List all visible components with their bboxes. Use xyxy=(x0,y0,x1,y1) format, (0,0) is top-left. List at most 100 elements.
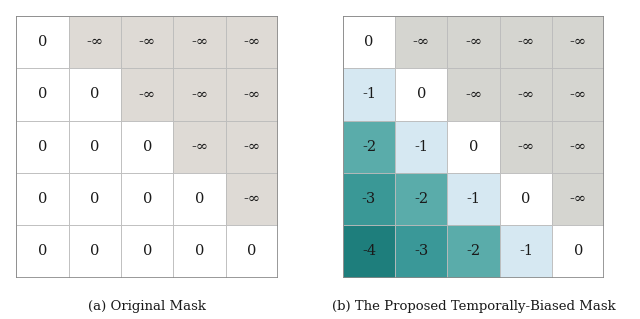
Bar xyxy=(447,173,500,225)
Text: 0: 0 xyxy=(364,35,374,49)
Text: 0: 0 xyxy=(38,244,47,258)
Bar xyxy=(173,68,226,121)
Text: -∞: -∞ xyxy=(517,140,534,154)
Text: 0: 0 xyxy=(90,192,100,206)
Text: -2: -2 xyxy=(362,140,376,154)
Bar xyxy=(500,68,552,121)
Bar xyxy=(500,121,552,173)
Bar xyxy=(343,225,395,278)
Text: 0: 0 xyxy=(143,192,152,206)
Text: 0: 0 xyxy=(38,87,47,101)
Text: -∞: -∞ xyxy=(570,87,587,101)
Bar xyxy=(395,225,447,278)
Bar xyxy=(226,121,278,173)
Text: -∞: -∞ xyxy=(465,35,482,49)
Text: -∞: -∞ xyxy=(139,35,156,49)
Text: -∞: -∞ xyxy=(243,87,260,101)
Bar xyxy=(552,121,604,173)
Text: 0: 0 xyxy=(247,244,257,258)
Text: 0: 0 xyxy=(90,244,100,258)
Bar xyxy=(226,173,278,225)
Bar xyxy=(552,16,604,68)
Text: (b) The Proposed Temporally-Biased Mask: (b) The Proposed Temporally-Biased Mask xyxy=(332,300,616,313)
Bar xyxy=(121,173,173,225)
Text: -∞: -∞ xyxy=(243,192,260,206)
Text: 0: 0 xyxy=(38,140,47,154)
Bar xyxy=(552,225,604,278)
Text: -1: -1 xyxy=(414,140,428,154)
Bar xyxy=(17,68,68,121)
Text: -∞: -∞ xyxy=(243,140,260,154)
Text: (a) Original Mask: (a) Original Mask xyxy=(88,300,206,313)
Bar xyxy=(121,16,173,68)
Bar xyxy=(226,68,278,121)
Text: -∞: -∞ xyxy=(191,140,208,154)
Text: -1: -1 xyxy=(467,192,481,206)
Bar xyxy=(343,121,395,173)
Text: -∞: -∞ xyxy=(570,192,587,206)
Bar xyxy=(17,173,68,225)
Text: -3: -3 xyxy=(362,192,376,206)
Bar xyxy=(68,16,121,68)
Bar xyxy=(343,173,395,225)
Bar xyxy=(121,121,173,173)
Bar xyxy=(173,225,226,278)
Text: -2: -2 xyxy=(467,244,481,258)
Bar xyxy=(395,173,447,225)
Text: -1: -1 xyxy=(362,87,376,101)
Bar xyxy=(343,68,395,121)
Text: 0: 0 xyxy=(417,87,426,101)
Text: 0: 0 xyxy=(38,192,47,206)
Bar xyxy=(226,16,278,68)
Text: -∞: -∞ xyxy=(139,87,156,101)
Text: 0: 0 xyxy=(521,192,531,206)
Text: 0: 0 xyxy=(469,140,478,154)
Text: -∞: -∞ xyxy=(243,35,260,49)
Bar xyxy=(17,16,68,68)
Bar xyxy=(121,68,173,121)
Bar xyxy=(395,16,447,68)
Bar xyxy=(68,121,121,173)
Text: -∞: -∞ xyxy=(191,35,208,49)
Bar xyxy=(173,121,226,173)
Text: -3: -3 xyxy=(414,244,428,258)
Text: -∞: -∞ xyxy=(570,140,587,154)
Bar xyxy=(68,68,121,121)
Bar xyxy=(447,68,500,121)
Bar xyxy=(500,225,552,278)
Text: -∞: -∞ xyxy=(86,35,104,49)
Text: 0: 0 xyxy=(38,35,47,49)
Bar xyxy=(500,16,552,68)
Text: -∞: -∞ xyxy=(570,35,587,49)
Bar xyxy=(68,225,121,278)
Text: 0: 0 xyxy=(195,192,204,206)
Bar xyxy=(500,173,552,225)
Text: -∞: -∞ xyxy=(191,87,208,101)
Text: -2: -2 xyxy=(414,192,428,206)
Text: -1: -1 xyxy=(519,244,533,258)
Bar xyxy=(447,16,500,68)
Bar xyxy=(447,225,500,278)
Bar xyxy=(173,16,226,68)
Bar xyxy=(173,173,226,225)
Bar xyxy=(447,121,500,173)
Text: 0: 0 xyxy=(90,140,100,154)
Bar xyxy=(121,225,173,278)
Bar xyxy=(17,121,68,173)
Text: 0: 0 xyxy=(195,244,204,258)
Text: 0: 0 xyxy=(143,244,152,258)
Text: -∞: -∞ xyxy=(517,35,534,49)
Bar xyxy=(552,68,604,121)
Bar xyxy=(68,173,121,225)
Bar xyxy=(395,68,447,121)
Text: -∞: -∞ xyxy=(517,87,534,101)
Text: 0: 0 xyxy=(573,244,583,258)
Bar xyxy=(226,225,278,278)
Bar xyxy=(343,16,395,68)
Text: -4: -4 xyxy=(362,244,376,258)
Bar xyxy=(395,121,447,173)
Bar xyxy=(17,225,68,278)
Text: -∞: -∞ xyxy=(465,87,482,101)
Text: 0: 0 xyxy=(143,140,152,154)
Bar xyxy=(552,173,604,225)
